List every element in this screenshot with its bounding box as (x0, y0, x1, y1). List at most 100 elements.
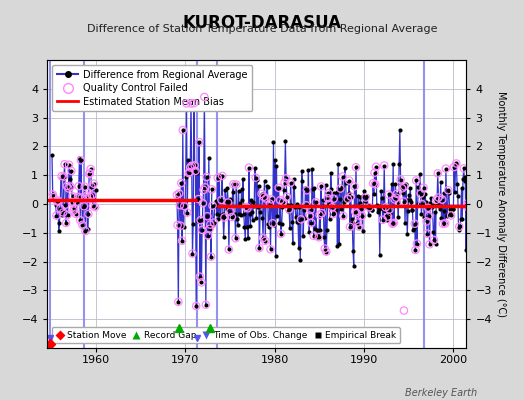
Point (195, 139, 203, 145)
Point (305, 212, 314, 219)
Point (271, 253, 280, 259)
Point (83, 192, 91, 199)
Point (183, 210, 191, 216)
Point (187, 100, 195, 107)
Point (200, 94, 209, 100)
Point (55, 220, 63, 226)
Point (366, 202, 374, 209)
Point (278, 221, 286, 228)
Point (370, 170, 379, 176)
Point (460, 165, 468, 172)
Point (418, 201, 427, 207)
Point (449, 206, 457, 213)
Point (444, 187, 452, 193)
Point (432, 196, 441, 203)
Point (371, 181, 379, 188)
Point (88, 192, 96, 199)
Point (328, 204, 336, 210)
Point (208, 186, 216, 192)
Point (177, 180, 185, 186)
Point (229, 181, 237, 188)
Point (377, 188, 386, 195)
Point (230, 212, 238, 218)
Point (259, 235, 267, 241)
Point (214, 174, 222, 181)
Point (466, 203, 475, 209)
Point (396, 176, 405, 183)
Point (378, 217, 387, 223)
Point (59, 209, 67, 216)
Point (373, 202, 381, 208)
Point (54, 198, 62, 204)
Point (63, 183, 71, 189)
Point (420, 214, 429, 220)
Point (364, 202, 372, 208)
Point (447, 204, 456, 210)
Point (396, 176, 405, 183)
Point (68, 199, 77, 205)
Point (319, 197, 328, 204)
Point (461, 174, 470, 180)
Point (450, 164, 458, 170)
Point (362, 204, 370, 210)
Point (363, 193, 372, 199)
Point (339, 173, 347, 180)
Point (54, 228, 63, 234)
Point (288, 219, 296, 225)
Point (250, 202, 258, 209)
Point (52, 212, 61, 219)
Point (256, 209, 264, 215)
Point (75, 155, 84, 161)
Point (313, 234, 322, 240)
Point (385, 191, 393, 198)
Point (335, 196, 344, 202)
Point (300, 206, 308, 213)
Point (424, 205, 432, 211)
Point (61, 202, 70, 208)
Point (68, 199, 77, 205)
Point (337, 205, 345, 212)
Point (186, 164, 194, 171)
Point (310, 233, 318, 239)
Point (206, 221, 214, 228)
Point (74, 194, 82, 200)
Point (206, 221, 214, 228)
Point (406, 184, 414, 191)
Point (220, 234, 228, 240)
Point (293, 200, 301, 207)
Point (458, 216, 466, 223)
Point (62, 220, 70, 226)
Point (225, 196, 234, 202)
Point (238, 196, 246, 203)
Point (375, 206, 383, 212)
Point (229, 181, 237, 188)
Point (399, 190, 407, 196)
Point (86, 194, 94, 200)
Point (315, 212, 324, 218)
Point (433, 170, 442, 176)
Point (445, 190, 453, 196)
Point (390, 196, 399, 203)
Point (81, 184, 89, 190)
Point (392, 194, 400, 201)
Point (49, 191, 57, 198)
Point (189, 220, 198, 227)
Point (268, 220, 277, 226)
Point (422, 218, 431, 225)
Point (255, 245, 264, 251)
Point (370, 170, 379, 176)
Point (81, 184, 89, 190)
Point (173, 192, 181, 198)
Point (248, 209, 256, 216)
Point (417, 190, 425, 197)
Point (464, 206, 473, 212)
Point (374, 203, 383, 209)
Point (399, 198, 408, 205)
Point (212, 198, 221, 204)
Point (60, 161, 69, 168)
Point (417, 211, 425, 217)
Point (303, 201, 312, 208)
Point (445, 206, 454, 212)
Point (191, 162, 199, 168)
Point (455, 224, 464, 230)
